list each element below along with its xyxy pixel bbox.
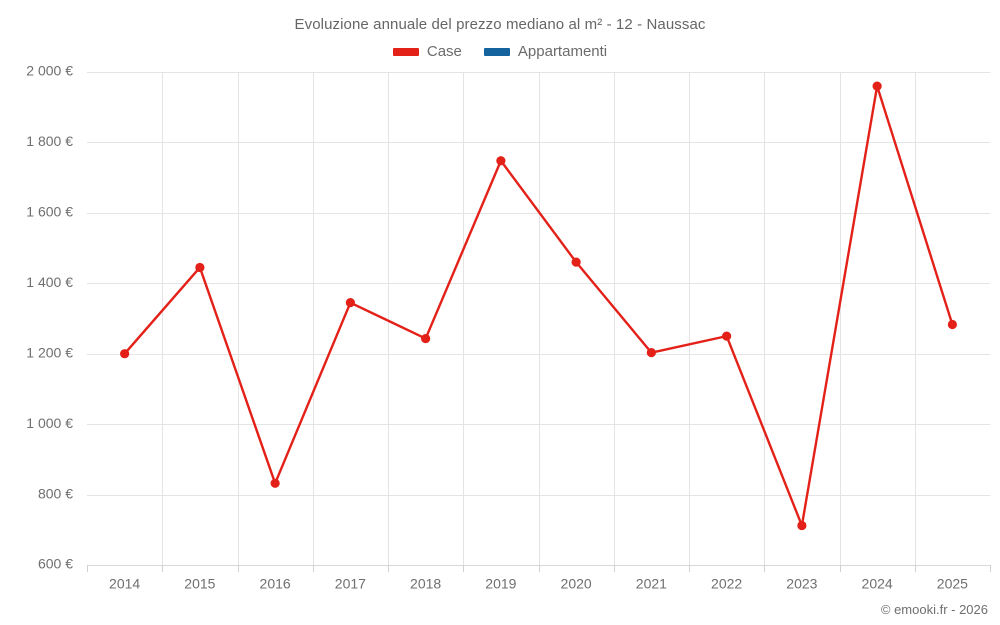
x-axis-tick-label: 2020 — [561, 575, 592, 591]
data-point[interactable] — [722, 331, 732, 341]
y-axis-tick-label: 1 800 € — [26, 133, 73, 149]
data-point[interactable] — [120, 349, 130, 359]
x-axis-tick-label: 2017 — [335, 575, 366, 591]
data-point[interactable] — [797, 520, 807, 531]
y-axis-tick-label: 600 € — [38, 556, 73, 572]
legend-item-case[interactable]: Case — [392, 43, 462, 60]
data-point[interactable] — [345, 298, 355, 308]
data-point[interactable] — [947, 319, 957, 330]
data-point[interactable] — [421, 333, 431, 344]
legend-item-appartamenti[interactable]: Appartamenti — [483, 43, 608, 60]
x-axis-tick-label: 2019 — [485, 575, 516, 591]
x-axis-tick-label: 2023 — [786, 575, 817, 591]
y-axis-tick-label: 1 000 € — [26, 415, 73, 431]
chart-legend: Case Appartamenti — [0, 43, 1000, 60]
page-title: Evoluzione annuale del prezzo mediano al… — [294, 16, 706, 33]
x-axis-tick-label: 2022 — [711, 575, 742, 591]
y-axis-tick-label: 800 € — [38, 485, 73, 501]
data-point[interactable] — [646, 348, 656, 358]
legend-label-case: Case — [426, 43, 462, 60]
x-axis-tick-label: 2015 — [184, 575, 215, 591]
legend-swatch-case — [392, 47, 419, 56]
legend-label-appartamenti: Appartamenti — [517, 43, 608, 60]
x-axis-tick-labels: 2014 2015 2016 2017 2018 2019 2020 2021 2022 2023… — [109, 575, 968, 591]
x-axis-tick-label: 2025 — [937, 575, 968, 591]
y-axis-tick-labels: 600 € 800 € 1 000 € 1 200 € 1 400 € 1 600 € 1 … — [26, 63, 73, 572]
y-axis-tick-label: 1 200 € — [26, 344, 73, 360]
y-axis-tick-label: 2 000 € — [26, 63, 73, 79]
data-point[interactable] — [270, 478, 280, 488]
x-axis-tick-label: 2021 — [636, 575, 667, 591]
x-axis-tick-label: 2016 — [260, 575, 291, 591]
legend-swatch-appartamenti — [483, 47, 510, 56]
series-layer — [120, 81, 957, 531]
x-axis-tick-label: 2018 — [410, 575, 441, 591]
data-point[interactable] — [496, 156, 506, 166]
y-axis-tick-label: 1 400 € — [26, 274, 73, 290]
axis-layer — [87, 565, 991, 572]
data-point[interactable] — [195, 262, 205, 273]
copyright-credit: © emooki.fr - 2026 — [880, 602, 988, 617]
grid-layer — [87, 72, 990, 566]
series-line-case — [123, 84, 954, 527]
data-point[interactable] — [872, 81, 882, 91]
y-axis-tick-label: 1 600 € — [26, 204, 73, 220]
data-point[interactable] — [571, 257, 581, 267]
x-axis-tick-label: 2024 — [862, 575, 893, 591]
x-axis-tick-label: 2014 — [109, 575, 140, 591]
